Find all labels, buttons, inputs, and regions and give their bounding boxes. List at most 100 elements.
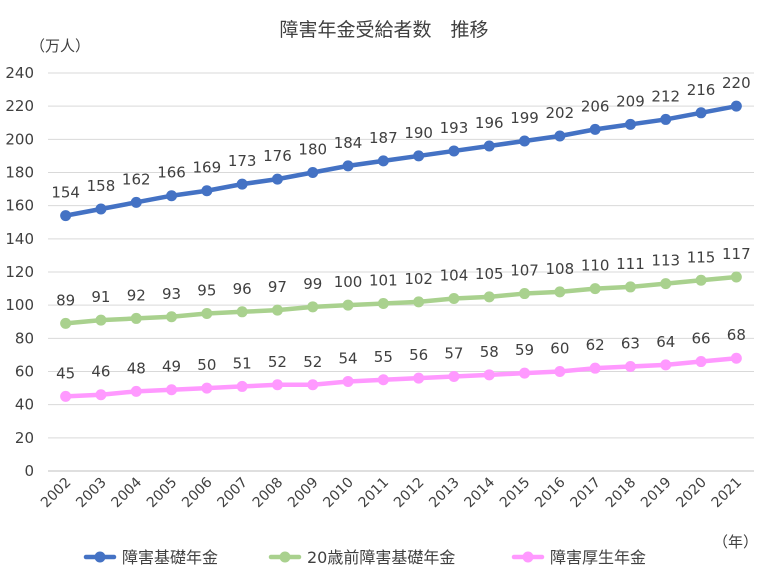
data-point: [130, 196, 142, 208]
x-tick-label: 2005: [144, 475, 181, 512]
y-tick-label: 100: [5, 296, 34, 314]
data-label: 111: [616, 255, 645, 273]
data-label: 190: [404, 124, 433, 142]
y-tick-label: 60: [15, 363, 34, 381]
data-point: [95, 203, 107, 215]
legend-swatch-marker: [94, 551, 106, 563]
data-label: 117: [722, 245, 751, 263]
data-label: 166: [157, 164, 186, 182]
data-point: [730, 100, 742, 112]
data-point: [519, 135, 531, 147]
data-point: [519, 367, 531, 379]
legend-label: 障害基礎年金: [122, 548, 218, 567]
data-label: 169: [193, 159, 222, 177]
x-tick-label: 2012: [391, 475, 428, 512]
data-point: [730, 271, 742, 283]
data-point: [166, 190, 178, 202]
data-label: 89: [56, 291, 75, 309]
data-label: 92: [127, 286, 146, 304]
data-labels: 154 158 162 166 169 173 176 180 184 187 190 193 196 1…: [51, 74, 750, 382]
data-point: [166, 311, 178, 323]
x-tick-label: 2021: [709, 475, 746, 512]
data-label: 96: [233, 280, 252, 298]
data-label: 154: [51, 184, 80, 202]
data-point: [377, 298, 389, 310]
x-tick-label: 2003: [73, 475, 110, 512]
data-label: 162: [122, 170, 151, 188]
data-point: [95, 389, 107, 401]
data-point: [483, 369, 495, 381]
data-label: 57: [444, 344, 463, 362]
x-tick-label: 2004: [109, 474, 146, 511]
data-label: 68: [727, 326, 746, 344]
data-point: [307, 167, 319, 178]
y-tick-label: 80: [15, 329, 34, 347]
x-tick-label: 2014: [462, 474, 499, 511]
data-label: 66: [692, 330, 711, 348]
data-label: 158: [87, 177, 116, 195]
data-label: 108: [546, 260, 575, 278]
data-point: [342, 160, 354, 172]
data-point: [95, 314, 107, 326]
data-label: 91: [91, 288, 110, 306]
data-label: 212: [651, 87, 680, 105]
data-point: [130, 312, 142, 324]
data-point: [166, 384, 178, 396]
legend-label: 障害厚生年金: [550, 548, 646, 567]
data-label: 105: [475, 265, 504, 283]
data-label: 58: [480, 343, 499, 361]
data-label: 93: [162, 285, 181, 303]
data-point: [730, 352, 742, 364]
x-axis-unit: （年）: [713, 533, 758, 551]
data-point: [624, 361, 636, 373]
data-label: 97: [268, 278, 287, 296]
data-point: [483, 140, 495, 152]
x-tick-label: 2011: [356, 475, 393, 512]
series-line: [63, 103, 739, 218]
data-label: 206: [581, 97, 610, 115]
data-label: 107: [510, 262, 539, 280]
data-label: 52: [303, 353, 322, 371]
data-label: 115: [687, 248, 716, 266]
y-tick-label: 140: [5, 230, 34, 248]
series-line: [63, 355, 739, 399]
data-label: 46: [91, 363, 110, 381]
data-label: 187: [369, 129, 398, 147]
legend: 障害基礎年金 20歳前障害基礎年金 障害厚生年金: [83, 548, 646, 567]
data-label: 180: [298, 141, 327, 159]
series-layer: [60, 100, 742, 402]
data-point: [307, 379, 319, 391]
data-point: [589, 283, 601, 295]
y-tick-label: 220: [5, 97, 34, 115]
legend-item: 20歳前障害基礎年金: [268, 548, 455, 567]
data-point: [413, 372, 425, 384]
data-point: [236, 306, 248, 318]
x-tick-label: 2016: [532, 474, 569, 511]
x-tick-label: 2008: [250, 475, 287, 512]
data-label: 202: [546, 104, 575, 122]
data-point: [201, 185, 213, 197]
data-point: [413, 150, 425, 162]
data-point: [236, 380, 248, 392]
data-label: 54: [339, 349, 358, 367]
data-label: 184: [334, 134, 363, 152]
data-point: [342, 299, 354, 311]
data-label: 52: [268, 353, 287, 371]
data-label: 173: [228, 152, 257, 170]
y-tick-label: 180: [5, 164, 34, 182]
data-point: [60, 210, 72, 222]
data-point: [660, 113, 672, 125]
data-point: [377, 155, 389, 167]
data-point: [130, 385, 142, 397]
y-tick-label: 240: [5, 64, 34, 82]
data-label: 55: [374, 348, 393, 366]
data-point: [448, 370, 460, 382]
data-point: [589, 362, 601, 374]
data-point: [554, 286, 566, 298]
x-tick-label: 2018: [603, 475, 640, 512]
x-tick-label: 2007: [214, 475, 251, 512]
data-point: [377, 374, 389, 386]
y-axis-ticks: 0 20 40 60 80 100 120 140 160 180 200 220 240: [5, 64, 34, 480]
data-label: 102: [404, 270, 433, 288]
data-label: 196: [475, 114, 504, 132]
